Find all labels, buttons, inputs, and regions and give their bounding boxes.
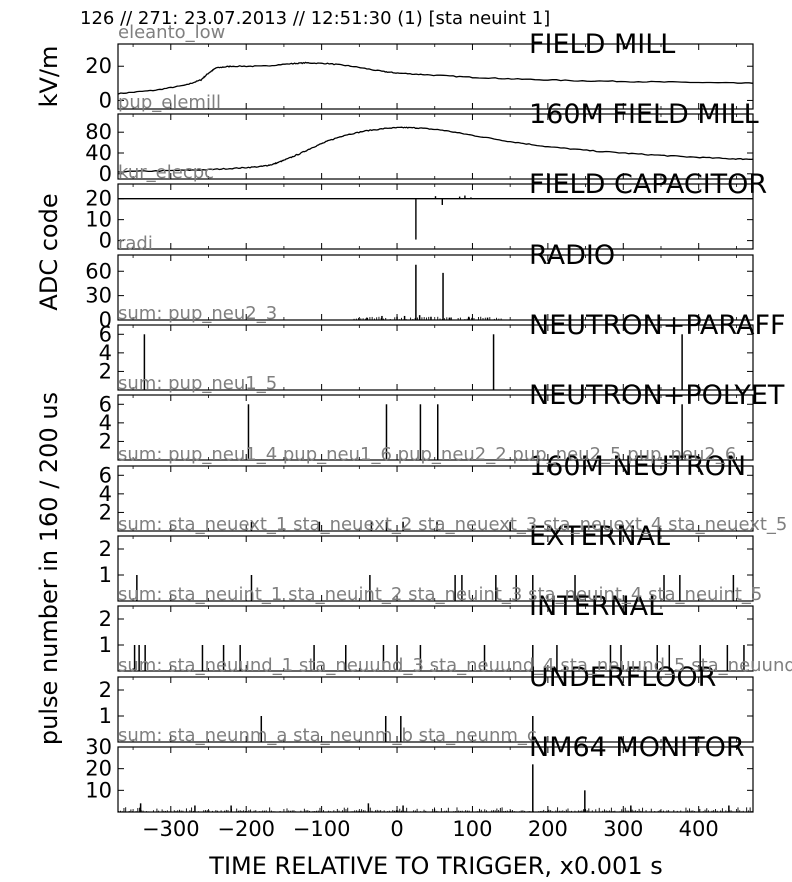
panel-source-label: sum: sta_neuint_1 sta_neuint_2 sta_neuin… <box>118 584 762 605</box>
panel-source-label: sum: sta_neuext_1 sta_neuext_2 sta_neuex… <box>118 514 787 535</box>
panel-title: EXTERNAL <box>529 521 670 552</box>
panel-6: 246 NEUTRON+POLYET sum: pup_neu1_5 <box>99 373 785 461</box>
panel-source-label: sum: pup_neu1_5 <box>118 373 277 394</box>
y-tick-label: 30 <box>85 284 112 308</box>
y-axis-label: kV/m <box>35 46 63 108</box>
panel-source-label: sum: pup_neu1_4 pup_neu1_6 pup_neu2_2 pu… <box>118 444 736 465</box>
panel-source-label: sum: sta_neuund_1 sta_neuund_3 sta_neuun… <box>118 655 792 676</box>
panel-frame <box>117 746 754 813</box>
y-tick-label: 20 <box>85 757 112 781</box>
panel-frame <box>117 394 754 461</box>
y-tick-label: 10 <box>85 778 112 802</box>
y-tick-label: 6 <box>99 463 112 487</box>
panel-title: 160M FIELD MILL <box>529 99 759 130</box>
y-tick-label: 4 <box>99 411 112 435</box>
panel-title: NEUTRON+POLYET <box>529 380 785 411</box>
panel-source-label: pup_elemill <box>118 92 221 113</box>
y-tick-label: 60 <box>85 259 112 283</box>
y-tick-label: 6 <box>99 392 112 416</box>
x-axis-label: TIME RELATIVE TO TRIGGER, x0.001 s <box>208 852 662 880</box>
panel-title: NM64 MONITOR <box>529 732 745 763</box>
y-tick-label: 0 <box>99 229 112 253</box>
y-tick-label: 4 <box>99 482 112 506</box>
x-tick-label: −200 <box>217 817 275 841</box>
x-axis: −300 −200 −100 0 100 200 300 400 <box>142 817 719 841</box>
panel-source-label: sum: pup_neu2_3 <box>118 303 277 324</box>
panel-5: 246 NEUTRON+PARAFF sum: pup_neu2_3 <box>99 303 786 391</box>
y-tick-label: 2 <box>99 429 112 453</box>
panel-1: 0 20 FIELD MILL eleanto_low <box>85 22 754 112</box>
panel-title: INTERNAL <box>529 591 663 622</box>
x-tick-label: 200 <box>528 817 568 841</box>
x-tick-label: 0 <box>390 817 403 841</box>
panel-title: FIELD CAPACITOR <box>529 169 767 200</box>
y-tick-label: 2 <box>99 359 112 383</box>
x-tick-label: −300 <box>142 817 200 841</box>
panel-frame <box>117 324 754 391</box>
x-tick-label: 400 <box>679 817 719 841</box>
y-tick-label: 20 <box>85 54 112 78</box>
y-tick-label: 0 <box>99 308 112 332</box>
y-tick-label: 2 <box>99 537 112 561</box>
y-tick-label: 1 <box>99 563 112 587</box>
panel-title: NEUTRON+PARAFF <box>529 310 786 341</box>
panel-frame <box>117 676 754 743</box>
panel-title: 160M NEUTRON <box>529 451 746 482</box>
y-tick-label: 2 <box>99 607 112 631</box>
x-tick-label: 100 <box>452 817 492 841</box>
series-line <box>117 126 754 173</box>
y-tick-label: 6 <box>99 322 112 346</box>
panel-frame <box>117 254 754 321</box>
y-tick-label: 1 <box>99 704 112 728</box>
panel-source-label: radi <box>118 233 153 254</box>
panel-title: RADIO <box>529 240 615 271</box>
series-line <box>117 61 754 95</box>
panel-frame <box>117 465 754 532</box>
y-tick-label: 80 <box>85 120 112 144</box>
panel-source-label: kur_elecpc <box>118 162 214 183</box>
y-tick-label: 0 <box>99 162 112 186</box>
chart-header: 126 // 271: 23.07.2013 // 12:51:30 (1) [… <box>80 8 550 29</box>
y-tick-label: 2 <box>99 500 112 524</box>
panel-frame <box>117 183 754 250</box>
y-tick-label: 4 <box>99 341 112 365</box>
x-tick-label: 300 <box>603 817 643 841</box>
y-tick-label: 2 <box>99 678 112 702</box>
y-tick-label: 40 <box>85 141 112 165</box>
y-tick-label: 0 <box>99 88 112 112</box>
panel-frame <box>117 535 754 602</box>
panel-title: UNDERFLOOR <box>529 662 716 693</box>
y-tick-label: 10 <box>85 208 112 232</box>
y-axis-label: pulse number in 160 / 200 us <box>35 392 63 745</box>
panel-frame <box>117 605 754 672</box>
y-tick-label: 20 <box>85 187 112 211</box>
x-tick-label: −100 <box>293 817 351 841</box>
y-tick-label: 30 <box>85 735 112 759</box>
panel-source-label: eleanto_low <box>118 22 225 43</box>
y-tick-label: 1 <box>99 633 112 657</box>
panel-title: FIELD MILL <box>529 29 675 60</box>
y-axis-label: ADC code <box>35 193 63 310</box>
y-axis-labels: kV/m ADC code pulse number in 160 / 200 us <box>35 46 63 745</box>
panel-frame <box>117 113 754 180</box>
panel-source-label: sum: sta_neunm_a sta_neunm_b sta_neunm_c <box>118 725 537 746</box>
panel-frame <box>117 43 754 110</box>
